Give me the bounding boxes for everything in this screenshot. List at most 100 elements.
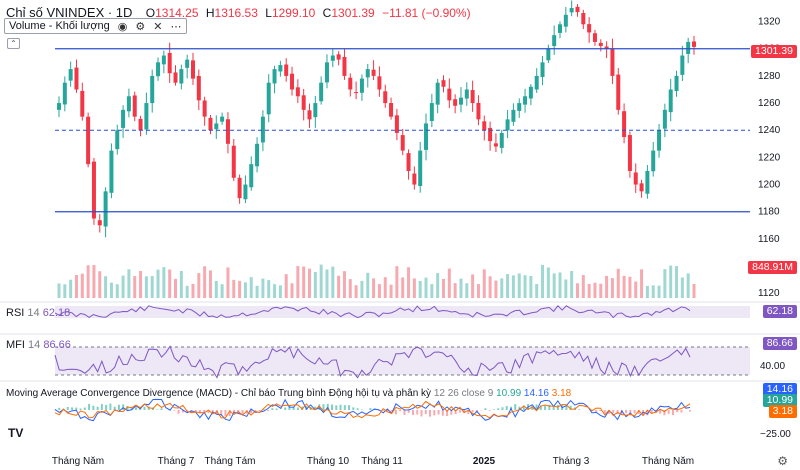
ohlc-header: Chỉ số VNINDEX · 1D O1314.25 H1316.53 L1…: [6, 5, 471, 20]
macd-histogram-bar: [284, 407, 287, 410]
candle-body: [505, 119, 510, 131]
x-tick-label: Tháng Năm: [641, 456, 695, 467]
macd-histogram-bar: [75, 407, 78, 410]
macd-histogram-bar: [603, 410, 606, 414]
macd-histogram-bar: [488, 410, 491, 411]
volume-bar: [581, 275, 585, 298]
macd-histogram-bar: [177, 410, 180, 414]
candle-body: [354, 92, 359, 94]
y-tick-label: 1200: [758, 180, 781, 191]
collapse-legend-button[interactable]: ⌃: [7, 38, 20, 49]
macd-histogram-bar: [569, 405, 572, 410]
candle-body: [260, 116, 265, 143]
candle-body: [657, 130, 662, 151]
mfi-legend[interactable]: MFI 14 86.66: [6, 339, 71, 351]
chart-title[interactable]: Chỉ số VNINDEX · 1D: [6, 5, 133, 20]
candle-body: [592, 33, 597, 42]
macd-histogram-bar: [463, 410, 466, 414]
y-tick-label: 1120: [758, 288, 780, 299]
macd-histogram-bar: [407, 410, 410, 413]
volume-bar: [395, 266, 399, 298]
macd-histogram-bar: [599, 410, 602, 412]
more-icon[interactable]: ⋯: [170, 20, 182, 33]
volume-bar: [657, 285, 661, 298]
mfi-axis-label: 40.00: [760, 361, 786, 372]
tradingview-logo[interactable]: TV: [8, 426, 24, 440]
volume-bar: [243, 282, 247, 298]
macd-histogram-bar: [207, 410, 210, 414]
candle-body: [132, 95, 137, 117]
mfi-band: [55, 347, 750, 375]
candle-body: [266, 82, 271, 115]
candle-body: [552, 35, 557, 47]
macd-histogram-bar: [497, 408, 500, 410]
macd-histogram-bar: [143, 406, 146, 410]
macd-hist-badge: 10.99: [762, 394, 797, 407]
y-tick-label: 1320: [758, 17, 781, 28]
volume-bar: [401, 277, 405, 298]
gear-icon[interactable]: ⚙: [135, 20, 146, 33]
horizontal-levels[interactable]: [55, 48, 750, 213]
volume-bar: [249, 277, 253, 298]
macd-histogram-bar: [625, 410, 628, 414]
volume-bar: [156, 269, 160, 298]
volume-bar: [308, 268, 312, 298]
volume-bar: [197, 273, 201, 298]
open-label: O: [145, 6, 156, 20]
macd-histogram-bar: [305, 406, 308, 410]
volume-bar: [98, 271, 102, 298]
volume-bar: [80, 273, 84, 298]
macd-hist-value: 10.99: [496, 388, 522, 399]
volume-bar: [389, 284, 393, 298]
candle-body: [569, 8, 574, 13]
candle-body: [91, 161, 96, 219]
volume-bar: [109, 282, 113, 298]
macd-histogram-bar: [296, 407, 299, 410]
y-tick-label: 1160: [758, 234, 780, 245]
volume-bar: [482, 269, 486, 298]
candle-body: [74, 67, 79, 90]
close-icon[interactable]: ✕: [153, 20, 163, 33]
volume-bar: [494, 280, 498, 298]
volume-bar: [331, 266, 335, 298]
volume-bar: [214, 280, 218, 298]
candle-body: [109, 150, 114, 193]
volume-bar: [529, 275, 533, 298]
volume-bar: [605, 275, 609, 298]
change-value: −11.81 (−0.90%): [382, 6, 471, 20]
candle-body: [342, 56, 347, 76]
volume-bar: [634, 281, 638, 298]
macd-histogram-bar: [501, 407, 504, 410]
volume-bar: [354, 285, 358, 298]
macd-histogram-bar: [663, 410, 666, 416]
macd-histogram-bar: [548, 404, 551, 410]
eye-icon[interactable]: ◉: [117, 20, 128, 33]
volume-bar: [127, 269, 131, 298]
macd-histogram-bar: [680, 410, 683, 413]
volume-bar: [570, 271, 574, 298]
rsi-line: [54, 305, 691, 319]
candle-body: [394, 115, 399, 133]
volume-legend[interactable]: Volume - Khối lượng ◉ ⚙ ✕ ⋯: [4, 18, 187, 34]
macd-histogram-bar: [92, 405, 95, 410]
high-label: H: [205, 6, 215, 20]
settings-gear-icon[interactable]: ⚙: [777, 454, 788, 468]
volume-badge: 848.91M: [748, 261, 797, 274]
candle-body: [616, 74, 621, 110]
rsi-legend[interactable]: RSI 14 62.18: [6, 307, 70, 319]
candle-body: [307, 110, 312, 120]
volume-bar: [424, 277, 428, 298]
price-axis: 1120114011601180120012201240126012801300…: [758, 17, 781, 300]
macd-histogram-bar: [420, 410, 423, 417]
candle-body: [62, 82, 67, 105]
rsi-badge: 62.18: [762, 305, 797, 318]
volume-bar: [296, 266, 300, 298]
macd-histogram-bar: [450, 410, 453, 415]
volume-bar: [302, 266, 306, 298]
mfi-period: 14: [28, 339, 41, 351]
candle-body: [540, 62, 545, 77]
macd-legend[interactable]: Moving Average Convergence Divergence (M…: [6, 388, 571, 399]
volume-bar: [220, 284, 224, 298]
rsi-period: 14: [27, 307, 40, 319]
